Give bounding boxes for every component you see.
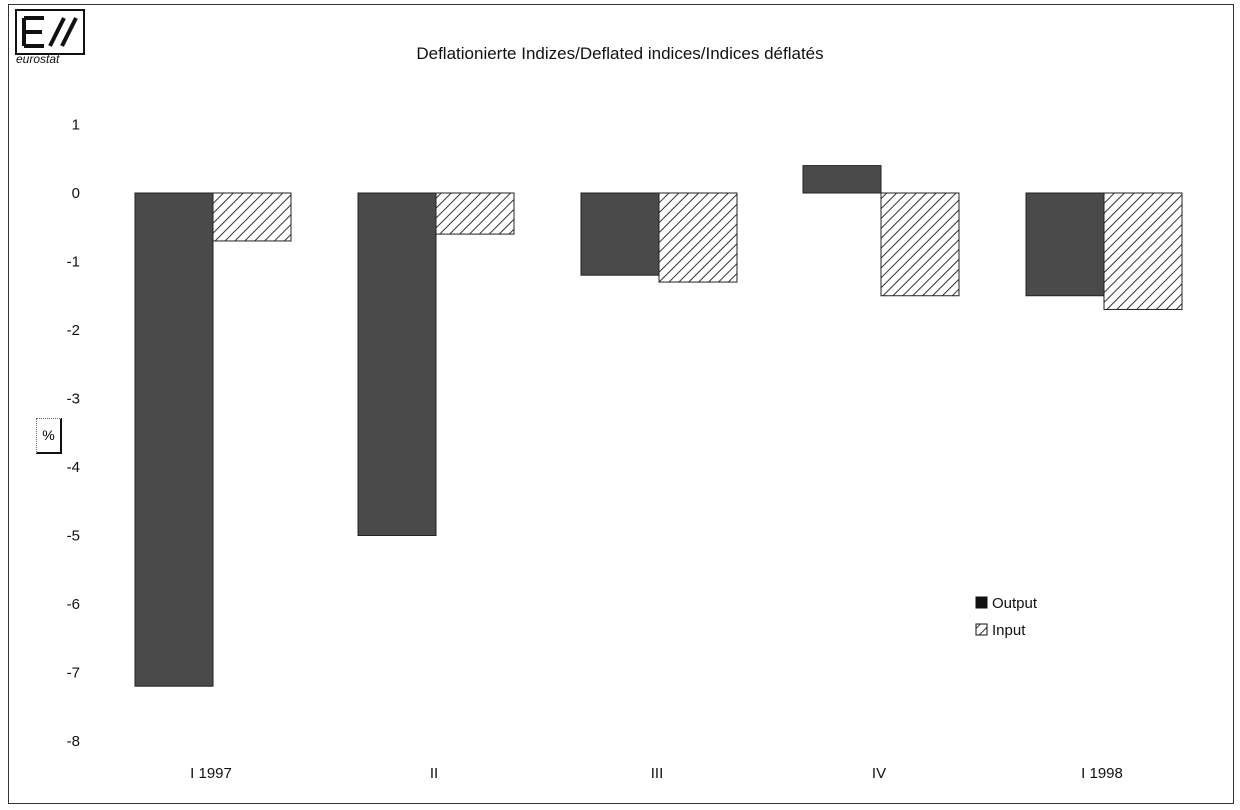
- bar-input-0: [212, 192, 292, 242]
- logo-text: eurostat: [16, 52, 60, 66]
- chart-frame: [8, 4, 1234, 804]
- legend: Output Input: [975, 595, 1038, 639]
- chart-title: Deflationierte Indizes/Deflated indices/…: [416, 44, 824, 63]
- legend-swatch-input: [975, 623, 988, 636]
- bar-input-1: [435, 192, 515, 235]
- legend-label-input: Input: [992, 622, 1026, 639]
- y-tick-label: -1: [67, 254, 80, 271]
- legend-swatch-output: [975, 596, 988, 609]
- y-tick-label: -2: [67, 322, 80, 339]
- eurostat-logo-icon: [15, 9, 85, 55]
- bar-input-2: [658, 192, 738, 283]
- x-tick-label: I 1998: [1081, 765, 1123, 782]
- x-axis-ticks: I 1997 II III IV I 1998: [190, 765, 1123, 782]
- y-tick-label: 1: [72, 117, 80, 134]
- x-tick-label: I 1997: [190, 765, 232, 782]
- y-tick-label: -6: [67, 596, 80, 613]
- bar-output-3: [802, 165, 882, 194]
- bar-input-3: [880, 192, 960, 297]
- y-tick-label: -8: [67, 733, 80, 750]
- y-axis-ticks: 1 0 -1 -2 -3 -4 -5 -6 -7 -8: [67, 117, 80, 751]
- x-tick-label: III: [651, 765, 664, 782]
- y-tick-label: -5: [67, 528, 80, 545]
- bar-input-4: [1103, 192, 1183, 310]
- y-tick-label: -7: [67, 665, 80, 682]
- bars: [134, 165, 1183, 687]
- bar-output-1: [357, 192, 437, 536]
- y-tick-label: -4: [67, 459, 80, 476]
- y-axis-unit-label: %: [36, 418, 62, 454]
- x-tick-label: IV: [872, 765, 886, 782]
- y-tick-label: 0: [72, 185, 80, 202]
- bar-output-2: [580, 192, 660, 276]
- bar-output-4: [1025, 192, 1105, 297]
- bar-output-0: [134, 192, 214, 687]
- legend-label-output: Output: [992, 595, 1038, 612]
- y-tick-label: -3: [67, 391, 80, 408]
- x-tick-label: II: [430, 765, 438, 782]
